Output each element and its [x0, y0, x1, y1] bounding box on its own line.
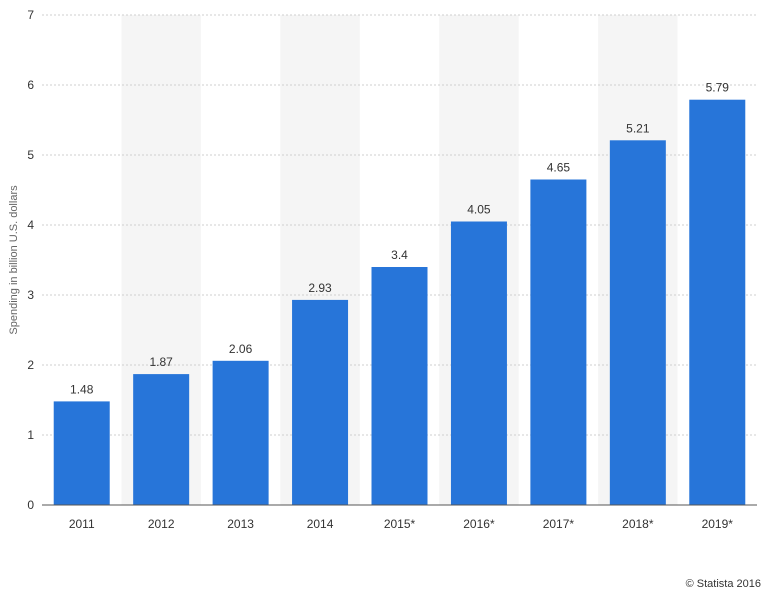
- bar: [53, 401, 110, 505]
- x-tick-label: 2017*: [543, 517, 575, 531]
- x-tick-label: 2012: [148, 517, 175, 531]
- data-label: 5.21: [626, 121, 650, 135]
- x-tick-label: 2015*: [384, 517, 416, 531]
- x-tick-label: 2011: [69, 517, 95, 531]
- y-axis-ticks: 0 1 2 3 4 5 6 7: [27, 8, 34, 512]
- x-tick-label: 2019*: [702, 517, 734, 531]
- x-axis-ticks: 2011 2012 2013 2014 2015* 2016* 2017* 2018* 2019…: [69, 517, 733, 531]
- x-tick-label: 2014: [307, 517, 334, 531]
- source-credit: © Statista 2016: [685, 578, 761, 590]
- bar: [609, 140, 666, 506]
- y-tick-label: 2: [27, 358, 34, 372]
- data-labels: 1.48 1.87 2.06 2.93 3.4 4.05 4.65 5.21 5.79: [70, 81, 729, 397]
- y-tick-label: 0: [27, 498, 34, 512]
- x-tick-label: 2018*: [622, 517, 654, 531]
- data-label: 1.48: [70, 382, 94, 396]
- y-tick-label: 5: [27, 148, 34, 162]
- bar: [212, 360, 269, 505]
- bars: [53, 99, 746, 506]
- bar: [530, 179, 587, 505]
- data-label: 1.87: [149, 355, 173, 369]
- data-label: 3.4: [391, 248, 408, 262]
- y-tick-label: 3: [27, 288, 34, 302]
- data-label: 2.93: [308, 281, 332, 295]
- data-label: 5.79: [706, 81, 730, 95]
- y-tick-label: 1: [27, 428, 34, 442]
- bar: [292, 299, 349, 505]
- bar: [133, 374, 190, 505]
- bar: [371, 267, 428, 505]
- bar: [450, 221, 507, 505]
- data-label: 4.05: [467, 203, 491, 217]
- y-axis-label: Spending in billion U.S. dollars: [8, 185, 20, 335]
- bar: [689, 99, 746, 505]
- data-label: 2.06: [229, 342, 253, 356]
- data-label: 4.65: [547, 161, 571, 175]
- y-tick-label: 6: [27, 78, 34, 92]
- x-tick-label: 2016*: [463, 517, 495, 531]
- y-tick-label: 4: [27, 218, 34, 232]
- y-tick-label: 7: [27, 8, 34, 22]
- x-tick-label: 2013: [227, 517, 254, 531]
